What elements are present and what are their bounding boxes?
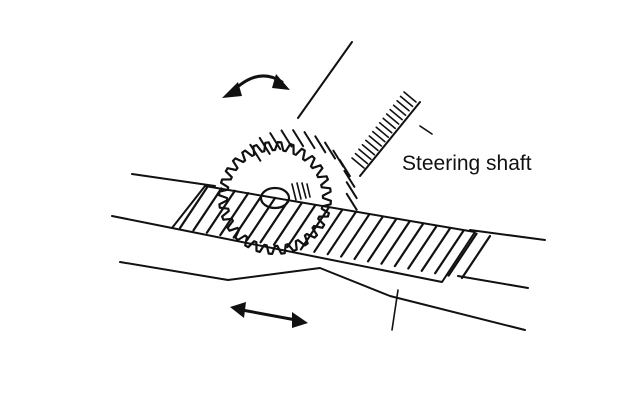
gear-helix-tooth bbox=[324, 141, 337, 160]
gear-helix-tooth bbox=[345, 192, 358, 211]
shaft-spline-tooth bbox=[351, 157, 365, 169]
curved-double-arrow-icon bbox=[222, 74, 290, 98]
gear-helix-tooth bbox=[269, 132, 282, 151]
shaft-spline-tooth bbox=[371, 130, 386, 143]
rack-tooth bbox=[366, 218, 398, 263]
rack-tooth bbox=[340, 213, 371, 258]
gear-outline bbox=[218, 141, 332, 255]
housing-middle-line bbox=[111, 215, 529, 289]
steering-shaft bbox=[297, 41, 421, 177]
shaft-spline-tooth bbox=[361, 144, 376, 156]
gear-hub bbox=[259, 186, 291, 210]
rack-body bbox=[171, 185, 476, 283]
rack-tooth bbox=[299, 206, 330, 251]
rack bbox=[171, 184, 492, 283]
gear-helix-tooth bbox=[338, 159, 351, 178]
rack-tooth bbox=[434, 230, 465, 275]
rack-housing bbox=[111, 173, 546, 331]
rack-tooth bbox=[353, 215, 384, 261]
steering-shaft-leader bbox=[419, 125, 433, 135]
gear-helix-tooth bbox=[258, 136, 271, 155]
shaft-spline-tooth bbox=[385, 113, 400, 125]
rack-tooth bbox=[447, 232, 478, 277]
hub-hatching bbox=[291, 182, 311, 201]
rack-tooth bbox=[393, 222, 424, 268]
rack-tooth bbox=[420, 227, 451, 272]
rack-tooth bbox=[286, 203, 317, 249]
shaft-spline-tooth bbox=[354, 152, 369, 165]
shaft-spline-tooth bbox=[375, 126, 390, 138]
housing-top-line bbox=[131, 173, 546, 241]
pinion-gear bbox=[218, 129, 358, 255]
rack-tooth bbox=[407, 225, 438, 270]
shaft-spline-tooth bbox=[399, 95, 414, 108]
straight-double-arrow-icon bbox=[230, 302, 308, 328]
rack-leader bbox=[391, 289, 399, 331]
gear-helix-tooth bbox=[249, 143, 262, 162]
shaft-spline-tooth bbox=[378, 122, 393, 134]
shaft-spline-tooth bbox=[368, 135, 383, 147]
steering-shaft-label: Steering shaft bbox=[402, 152, 532, 175]
shaft-spline-tooth bbox=[365, 139, 379, 152]
rack-tooth bbox=[313, 208, 344, 253]
gear-helix-tooth bbox=[343, 169, 356, 188]
shaft-line-right bbox=[359, 101, 421, 177]
shaft-spline bbox=[351, 91, 417, 169]
shaft-spline-tooth bbox=[382, 117, 397, 130]
leader-lines bbox=[391, 125, 433, 331]
rack-tooth bbox=[259, 199, 290, 244]
rack-tooth bbox=[205, 189, 236, 234]
rack-tooth bbox=[272, 201, 304, 246]
shaft-spline-tooth bbox=[358, 148, 372, 160]
rack-tooth bbox=[380, 220, 411, 265]
rack-tooth bbox=[246, 196, 277, 242]
rack-tooth bbox=[178, 184, 210, 230]
rack-tooth bbox=[192, 187, 223, 232]
housing-bottom-line bbox=[119, 261, 526, 331]
rack-tooth bbox=[460, 234, 492, 280]
gear-helix-tooth bbox=[292, 129, 305, 148]
gear-helix-tooth bbox=[345, 181, 358, 200]
gear-helix-tooth bbox=[280, 129, 293, 148]
rack-tooth bbox=[219, 192, 250, 237]
shaft-spline-tooth bbox=[396, 100, 410, 112]
gear-helical-teeth bbox=[249, 129, 358, 211]
gear-helix-tooth bbox=[303, 131, 316, 150]
gear-helix-tooth bbox=[314, 135, 327, 154]
shaft-spline-tooth bbox=[403, 91, 417, 103]
shaft-spline-tooth bbox=[389, 108, 403, 121]
shaft-line-left bbox=[297, 41, 353, 119]
shaft-spline-tooth bbox=[392, 104, 407, 116]
rack-tooth bbox=[326, 211, 357, 256]
